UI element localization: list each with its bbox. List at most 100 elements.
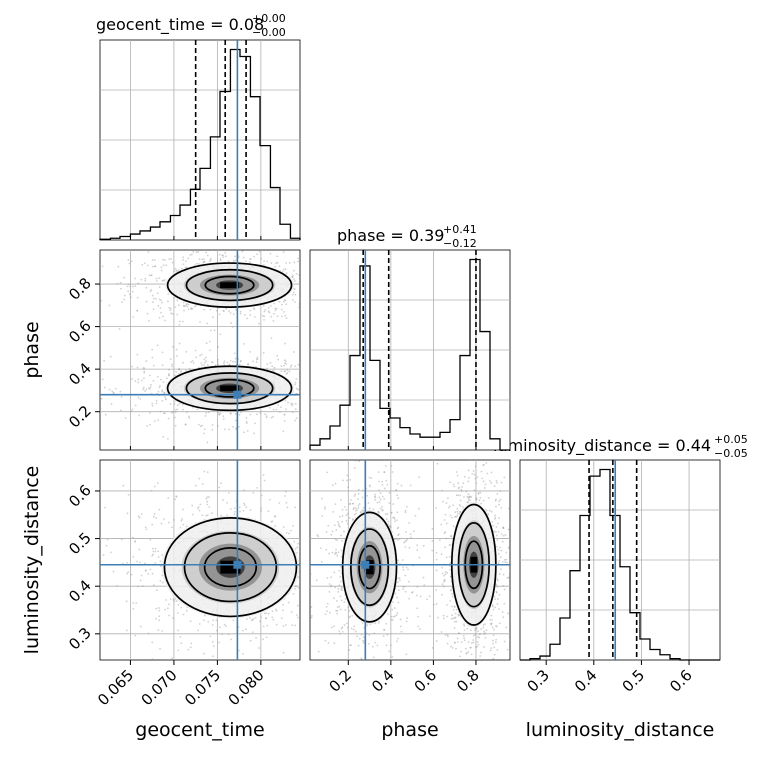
sample-point: [460, 488, 463, 491]
sample-point: [441, 572, 444, 575]
sample-point: [400, 630, 403, 633]
sample-point: [484, 636, 487, 639]
sample-point: [193, 305, 196, 308]
sample-point: [327, 524, 330, 527]
sample-point: [149, 568, 152, 571]
sample-point: [471, 473, 474, 475]
sample-point: [383, 471, 386, 473]
sample-point: [180, 267, 183, 270]
sample-point: [119, 281, 122, 284]
sample-point: [130, 260, 133, 263]
ylabel-luminosity-distance: luminosity_distance: [21, 466, 43, 655]
sample-point: [500, 533, 503, 536]
sample-point: [157, 419, 160, 422]
sample-point: [366, 494, 369, 497]
sample-point: [445, 678, 447, 680]
sample-point: [453, 485, 456, 488]
sample-point: [172, 617, 174, 619]
sample-point: [253, 432, 256, 435]
sample-point: [148, 274, 151, 277]
sample-point: [388, 525, 391, 527]
sample-point: [263, 310, 266, 313]
sample-point: [334, 586, 337, 589]
sample-point: [274, 524, 277, 527]
sample-point: [174, 306, 177, 308]
sample-point: [265, 617, 267, 620]
sample-point: [265, 612, 268, 615]
sample-point: [216, 360, 219, 363]
sample-point: [272, 312, 275, 315]
sample-point: [383, 498, 386, 500]
sample-point: [497, 562, 500, 564]
sample-point: [103, 359, 106, 362]
sample-point: [299, 258, 300, 261]
sample-point: [474, 629, 476, 632]
sample-point: [162, 315, 164, 318]
sample-point: [353, 506, 355, 509]
sample-point: [449, 568, 451, 571]
sample-point: [494, 641, 497, 644]
sample-point: [413, 530, 415, 533]
sample-point: [360, 456, 362, 458]
sample-point: [201, 258, 204, 261]
sample-point: [308, 260, 310, 262]
sample-point: [321, 497, 323, 500]
sample-point: [344, 608, 347, 611]
sample-point: [288, 532, 290, 535]
sample-point: [264, 617, 267, 620]
sample-point: [266, 363, 269, 365]
sample-point: [249, 258, 252, 261]
sample-point: [188, 415, 190, 418]
sample-point: [164, 397, 167, 400]
sample-point: [379, 507, 382, 510]
sample-point: [333, 571, 336, 574]
sample-point: [307, 581, 309, 583]
sample-point: [506, 561, 509, 564]
sample-point: [217, 358, 219, 361]
sample-point: [442, 614, 445, 617]
sample-point: [441, 566, 443, 569]
sample-point: [329, 585, 332, 588]
sample-point: [160, 522, 163, 525]
title-phase-sub: −0.12: [443, 237, 477, 250]
sample-point: [299, 268, 300, 270]
sample-point: [446, 603, 448, 606]
sample-point: [341, 508, 344, 511]
sample-point: [458, 655, 461, 658]
sample-point: [515, 501, 517, 503]
sample-point: [396, 539, 399, 541]
sample-point: [103, 386, 106, 389]
x-tick-label: 0.075: [181, 666, 224, 709]
sample-point: [340, 627, 343, 630]
sample-point: [159, 565, 162, 568]
sample-point: [493, 628, 495, 631]
sample-point: [350, 659, 353, 660]
sample-point: [224, 251, 226, 254]
sample-point: [149, 290, 152, 293]
sample-point: [491, 686, 493, 688]
sample-point: [269, 247, 271, 249]
sample-point: [397, 589, 400, 592]
sample-point: [478, 633, 481, 636]
sample-point: [249, 258, 252, 260]
sample-point: [406, 538, 408, 541]
sample-point: [145, 300, 148, 303]
sample-point: [347, 606, 350, 609]
sample-point: [294, 547, 297, 550]
sample-point: [275, 262, 277, 265]
sample-point: [387, 613, 389, 616]
sample-point: [458, 486, 461, 489]
sample-point: [232, 313, 235, 316]
sample-point: [124, 417, 127, 419]
sample-point: [231, 325, 234, 328]
sample-point: [479, 491, 482, 494]
sample-point: [493, 595, 496, 598]
sample-point: [400, 484, 403, 487]
sample-point: [116, 282, 119, 285]
sample-point: [396, 596, 399, 599]
sample-point: [151, 404, 154, 407]
sample-point: [164, 608, 166, 611]
sample-point: [145, 569, 147, 571]
sample-point: [203, 260, 206, 263]
